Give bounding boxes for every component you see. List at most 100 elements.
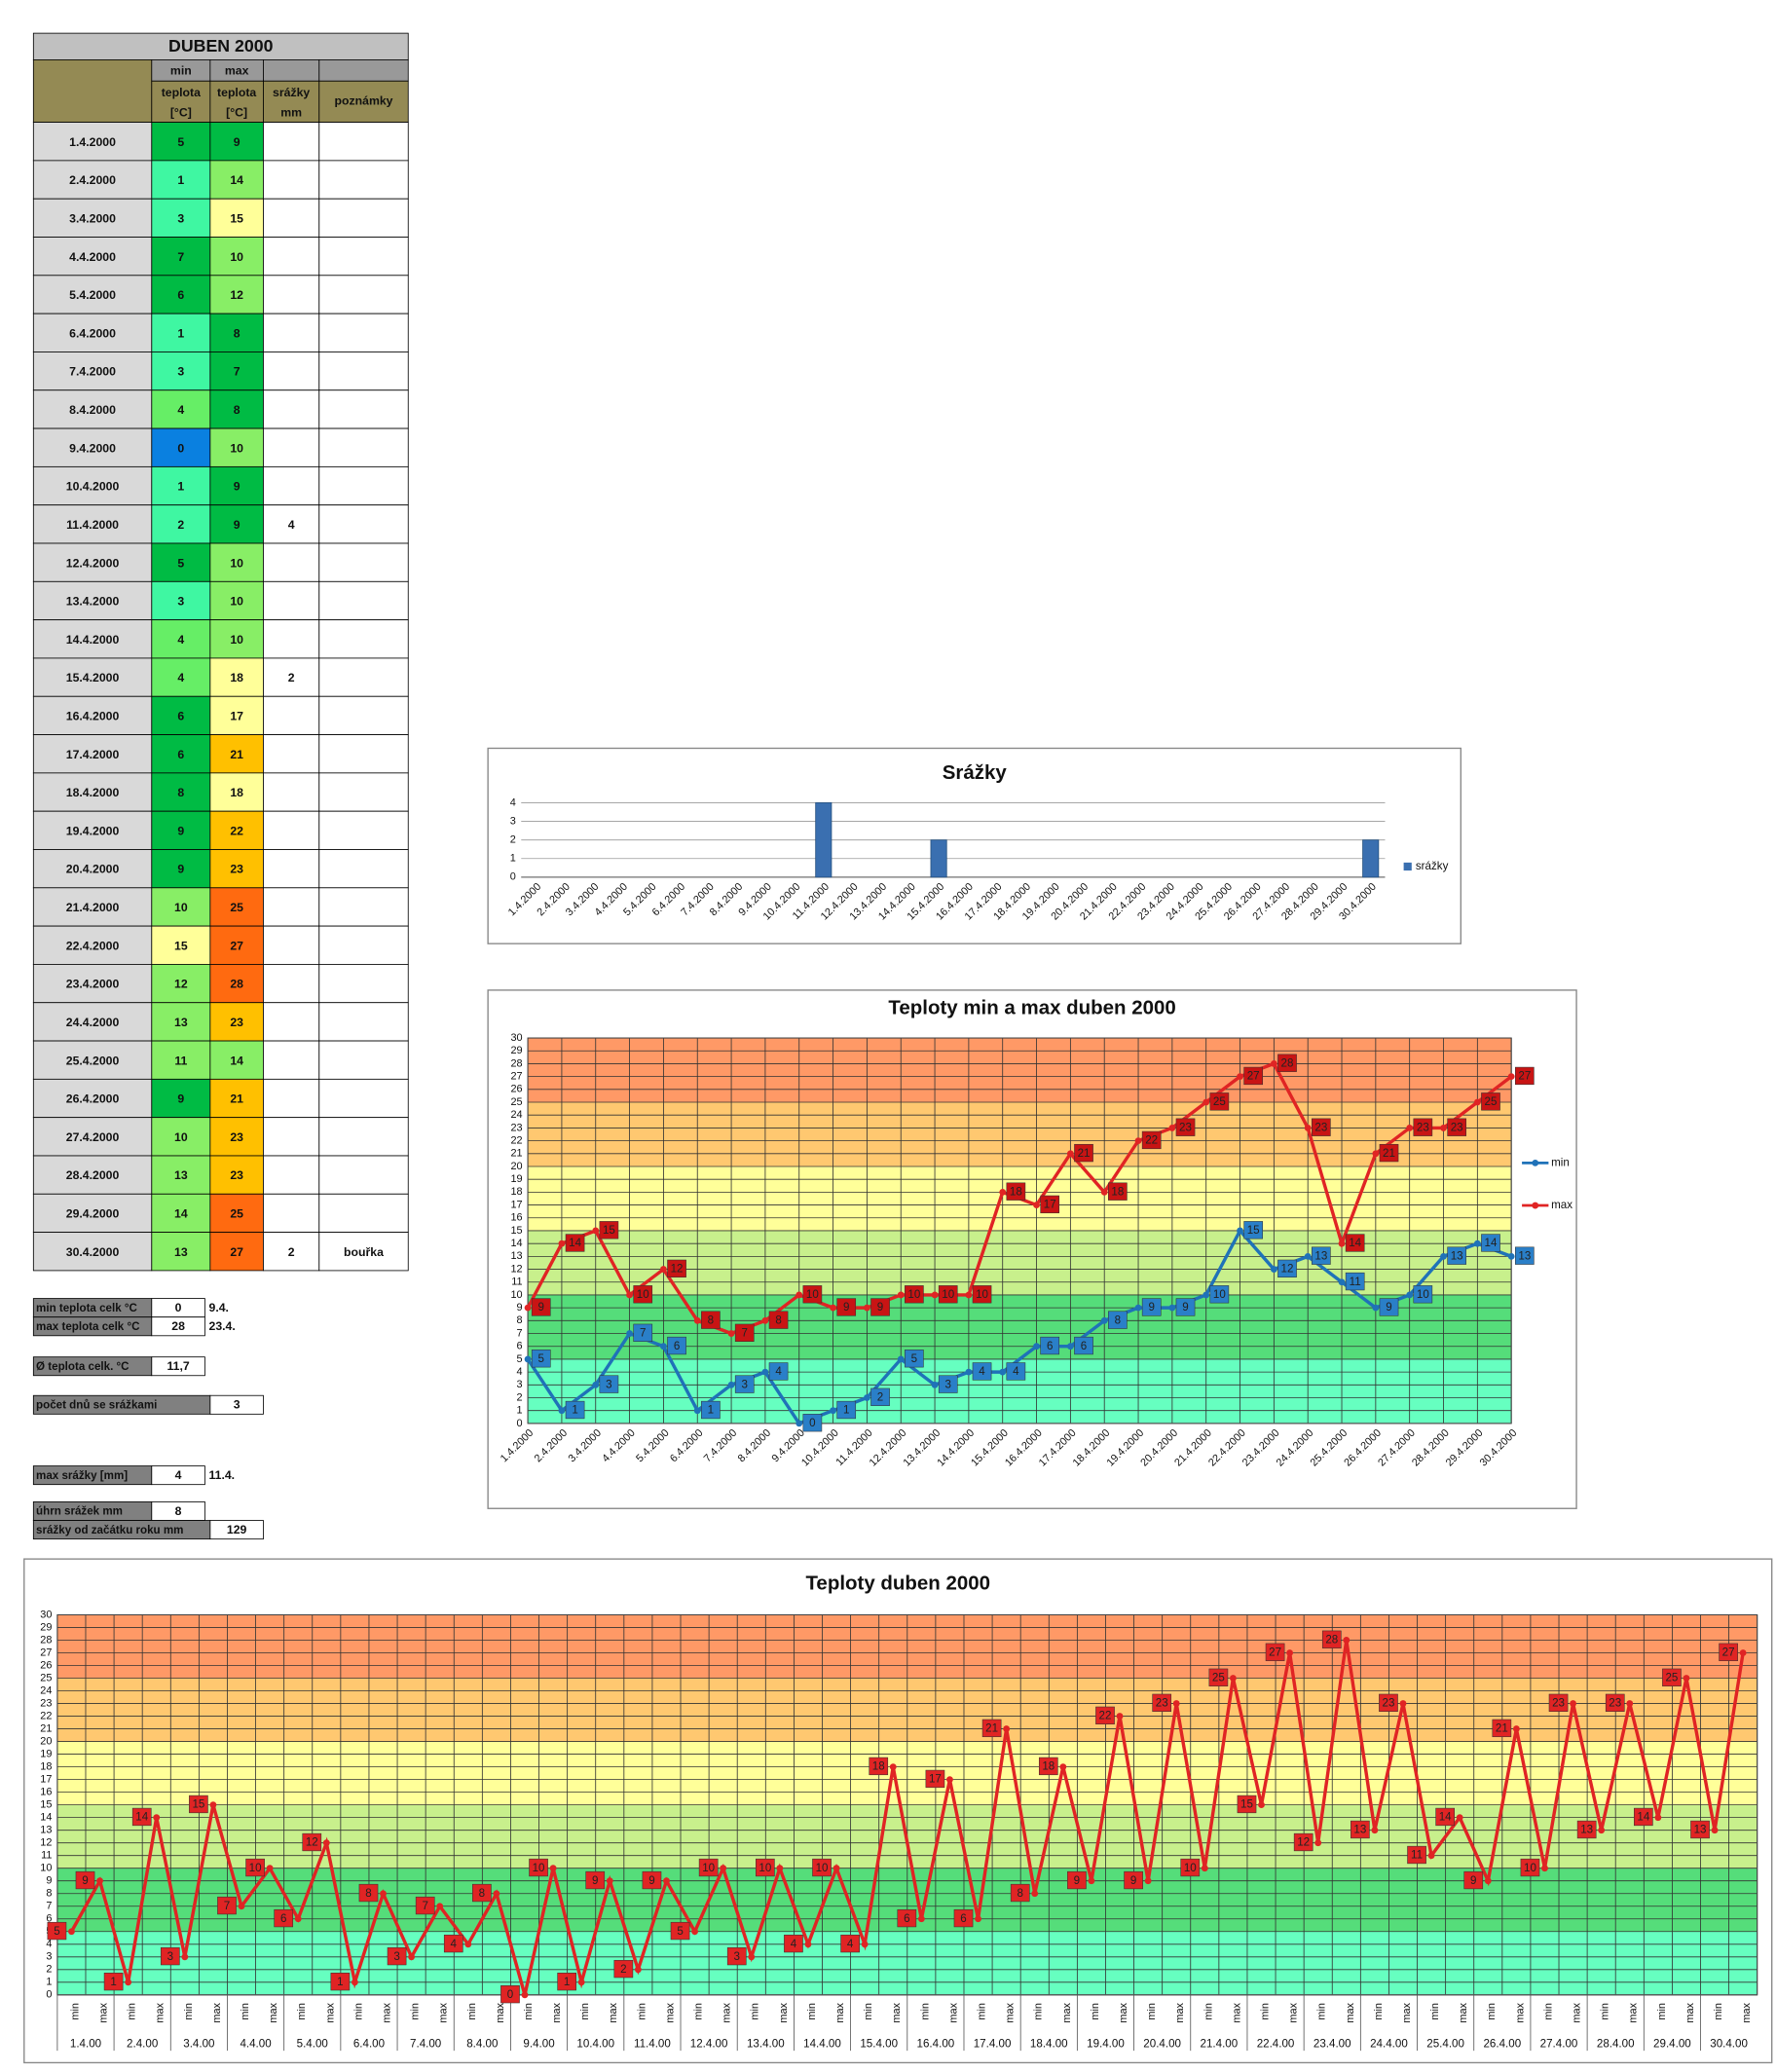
x-tick-label: min (410, 2003, 422, 2020)
y-tick-label: 25 (40, 1672, 52, 1684)
cell-text: 2 (177, 518, 184, 532)
data-label: 4 (847, 1938, 854, 1950)
stat-value: 0 (175, 1301, 182, 1314)
y-tick-label: 6 (517, 1341, 523, 1352)
cell-text: 13 (174, 1245, 188, 1259)
table-cell (32, 964, 153, 1004)
line-marker (1270, 1060, 1277, 1067)
data-label: 10 (1184, 1862, 1197, 1874)
line-marker (1134, 1137, 1142, 1145)
data-label: 21 (1496, 1722, 1508, 1735)
line-marker (626, 1291, 633, 1299)
table-cell (318, 313, 409, 352)
cell-text: 7 (177, 250, 184, 264)
data-label-box (585, 1870, 606, 1890)
table-cell (151, 619, 211, 659)
cell-text: 12.4.2000 (66, 556, 120, 570)
stat-label: max teplota celk °C (36, 1320, 140, 1333)
table-cell (209, 542, 264, 582)
table-cell (263, 580, 320, 621)
x-tick-label: max (1231, 2002, 1242, 2022)
data-label: 15 (1247, 1224, 1260, 1237)
table-title: DUBEN 2000 (168, 36, 274, 56)
data-label: 25 (1665, 1672, 1678, 1684)
data-label: 9 (843, 1301, 849, 1314)
line-marker (804, 1941, 812, 1948)
table-cell (318, 198, 409, 238)
table-cell (151, 734, 211, 774)
data-label-box (734, 1323, 755, 1342)
chart-title: Teploty duben 2000 (805, 1572, 990, 1594)
data-label-box (1350, 1820, 1370, 1839)
data-label-box (812, 1858, 832, 1877)
data-label: 12 (1281, 1263, 1294, 1276)
data-label-box (1345, 1272, 1365, 1291)
line-marker (1066, 1343, 1074, 1350)
data-label-box (1124, 1870, 1143, 1890)
data-label: 14 (135, 1811, 148, 1824)
line-marker (1134, 1304, 1142, 1312)
data-label: 0 (809, 1417, 815, 1429)
line-marker (1683, 1675, 1690, 1682)
cell-text: 11 (174, 1054, 187, 1067)
data-label: 9 (1182, 1301, 1188, 1314)
table-cell (151, 122, 211, 162)
line-marker (1168, 1304, 1176, 1312)
data-label: 13 (1353, 1824, 1366, 1836)
header-corner (32, 59, 153, 123)
cell-text: 27 (230, 1245, 243, 1259)
cell-text: 9 (177, 863, 184, 876)
data-label-box (701, 1311, 721, 1329)
header-label: max (225, 63, 249, 77)
line-marker (889, 1763, 897, 1771)
stat-value-cell (209, 1394, 264, 1415)
x-tick-label: min (977, 2003, 988, 2020)
y-tick-label: 11 (511, 1276, 522, 1288)
line-marker (1570, 1700, 1576, 1707)
data-label-box (1481, 1234, 1500, 1252)
data-label-box (189, 1794, 208, 1814)
line-marker (931, 1381, 939, 1388)
data-label: 12 (1297, 1836, 1310, 1849)
data-label-box (1413, 1118, 1433, 1136)
data-label: 23 (1609, 1697, 1621, 1710)
cell-text: 2 (288, 1245, 295, 1259)
group-label: 1.4.00 (70, 2037, 101, 2050)
data-label-box (160, 1946, 180, 1966)
x-tick-label: max (1741, 2002, 1753, 2022)
table-cell (209, 1232, 264, 1272)
table-cell (32, 1117, 153, 1157)
line-marker (1484, 1877, 1492, 1885)
table-cell (318, 275, 409, 314)
data-label: 28 (1325, 1634, 1338, 1646)
x-tick-label: min (806, 2003, 818, 2020)
cell-text: 9 (177, 824, 184, 837)
line-marker (663, 1877, 670, 1885)
data-label-box (897, 1908, 917, 1928)
data-label-box (1719, 1643, 1738, 1661)
line-marker (592, 1381, 600, 1388)
line-marker (606, 1877, 613, 1885)
y-tick-label: 10 (40, 1863, 52, 1874)
y-tick-label: 21 (510, 1148, 522, 1160)
data-label-box (633, 1323, 653, 1342)
line-marker (524, 1355, 532, 1363)
data-label: 6 (280, 1912, 286, 1925)
table-cell (318, 160, 409, 200)
data-label-box (599, 1375, 619, 1393)
header-label: poznámky (335, 94, 393, 108)
x-tick-label: min (1373, 2003, 1385, 2020)
table-cell (263, 1193, 320, 1234)
x-tick-label: min (183, 2003, 195, 2020)
stat-note: 9.4. (208, 1301, 228, 1314)
cell-text: 15.4.2000 (66, 671, 120, 684)
group-label: 30.4.00 (1710, 2037, 1748, 2050)
line-marker (380, 1890, 387, 1898)
cell-text: 6 (177, 710, 184, 723)
line-marker (1541, 1865, 1548, 1872)
y-tick-label: 19 (510, 1173, 522, 1185)
data-label-box (1141, 1130, 1162, 1150)
stat-label: max srážky [mm] (36, 1469, 128, 1482)
data-label-box (557, 1972, 576, 1991)
table-cell (209, 695, 264, 735)
